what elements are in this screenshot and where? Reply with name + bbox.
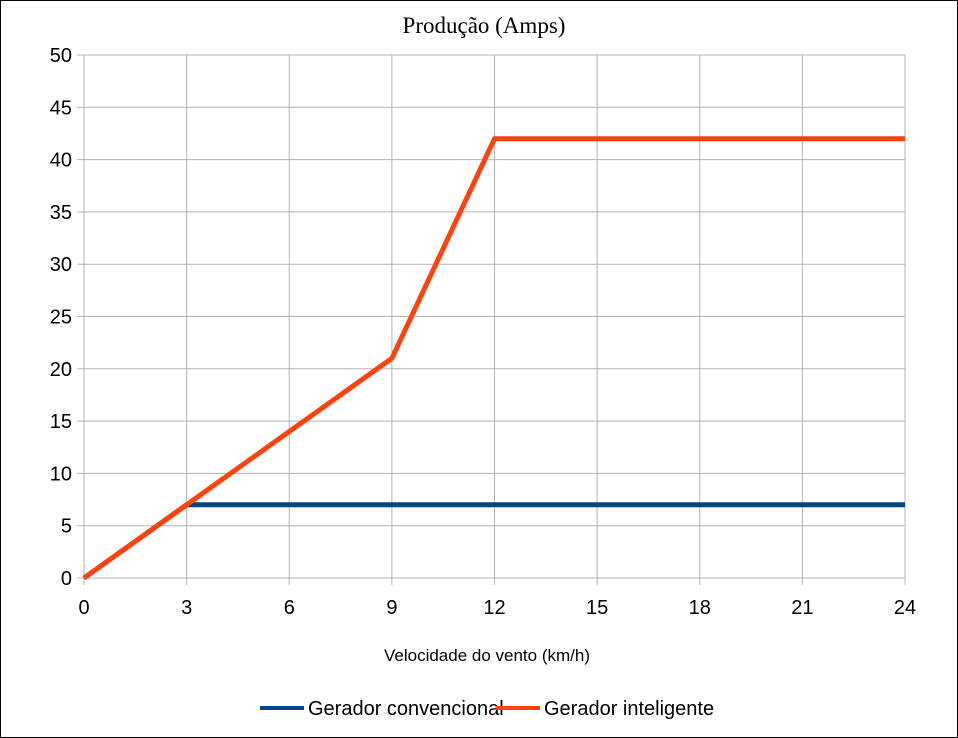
y-tick-label: 35 [50,202,72,224]
y-tick-label: 50 [50,45,72,67]
y-tick-label: 25 [50,307,72,329]
x-tick-label: 15 [586,597,608,619]
x-tick-label: 6 [284,597,295,619]
series-line-2 [82,136,905,581]
tick-labels: 0 5 10 15 20 25 30 35 40 45 50 0 3 6 9 12 15 18 21 24 [50,45,916,619]
x-tick-label: 18 [689,597,711,619]
x-tick-label: 0 [78,597,89,619]
x-tick-label: 9 [386,597,397,619]
y-tick-label: 40 [50,150,72,172]
y-tick-label: 45 [50,97,72,119]
y-tick-label: 15 [50,411,72,433]
x-axis-label: Velocidade do vento (km/h) [384,646,590,665]
chart-title: Produção (Amps) [403,13,566,38]
y-tick-label: 20 [50,359,72,381]
y-tick-label: 30 [50,254,72,276]
x-tick-label: 21 [791,597,813,619]
y-tick-label: 5 [61,516,72,538]
legend: Gerador convencional Gerador inteligente [260,698,714,720]
legend-label-2: Gerador inteligente [544,698,714,720]
y-tick-label: 10 [50,463,72,485]
x-tick-label: 12 [483,597,505,619]
x-tick-label: 3 [181,597,192,619]
x-tick-label: 24 [894,597,916,619]
series-layer [82,136,905,581]
legend-label-1: Gerador convencional [308,698,504,720]
grid [77,54,906,585]
y-tick-label: 0 [61,568,72,590]
